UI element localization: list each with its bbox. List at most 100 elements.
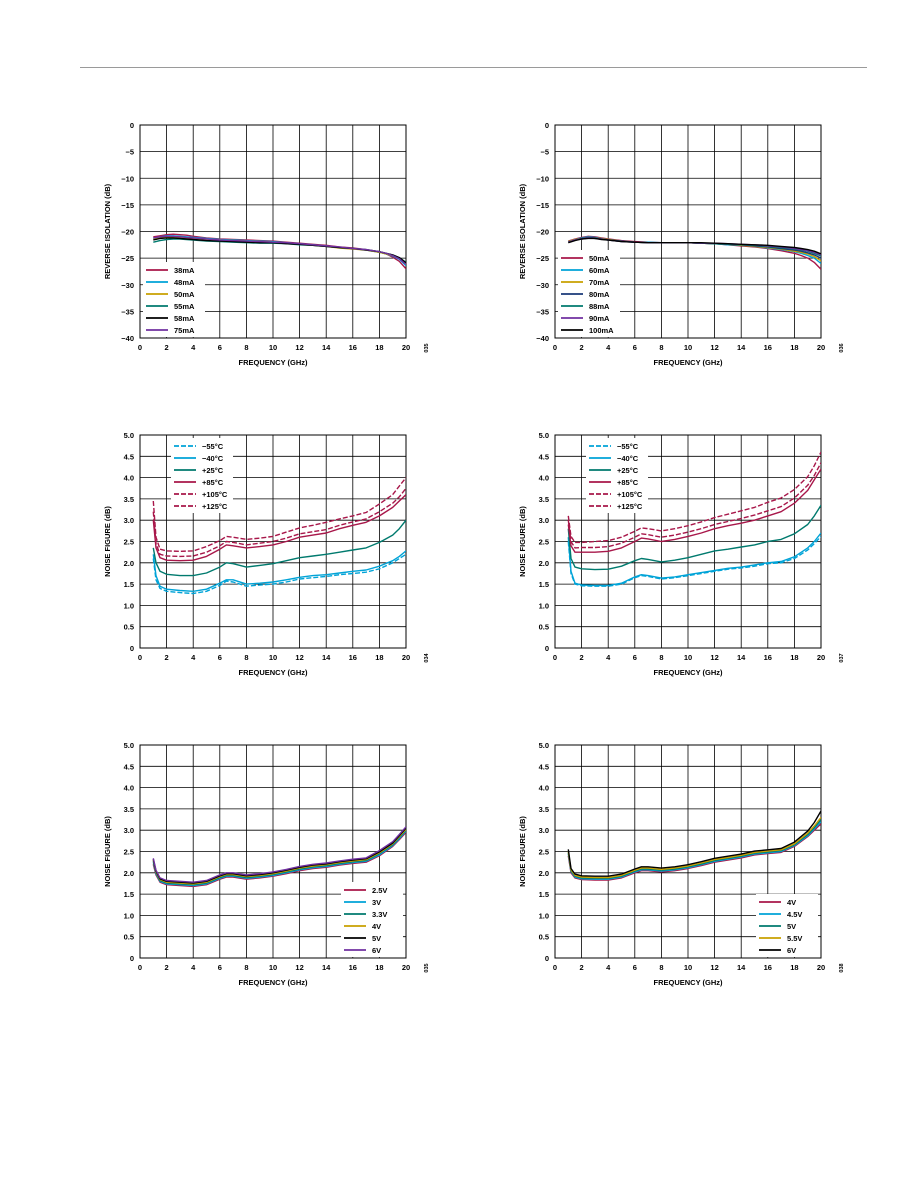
y-tick-label: 2.5 [539, 538, 549, 547]
figure-side-label: 037 [839, 653, 845, 662]
x-tick-label: 20 [402, 963, 410, 972]
y-tick-label: 0 [545, 954, 549, 963]
plot-frame [139, 744, 407, 959]
legend: −55°C −40°C +25°C +85°C +105°C +125°C [586, 438, 648, 513]
series-line [152, 831, 406, 888]
y-axis-label: NOISE FIGURE (dB) [103, 816, 112, 887]
series-line [152, 553, 406, 595]
legend-label: +105°C [617, 490, 643, 499]
legend-label: 70mA [589, 278, 610, 287]
x-tick-label: 2 [580, 653, 584, 662]
series-line [567, 504, 821, 571]
x-axis-label: FREQUENCY (GHz) [653, 978, 723, 987]
legend-label: 88mA [589, 302, 610, 311]
y-tick-label: 3.0 [124, 516, 134, 525]
legend-label: 90mA [589, 314, 610, 323]
y-tick-label: 1.0 [539, 601, 549, 610]
figure-side-label: 038 [839, 963, 845, 972]
x-tick-label: 8 [659, 963, 663, 972]
y-axis-label: REVERSE ISOLATION (dB) [103, 183, 112, 279]
x-tick-label: 4 [606, 963, 611, 972]
series-line [567, 819, 821, 880]
legend-label: 3.3V [372, 910, 387, 919]
legend: 4V 4.5V 5V 5.5V 6V [756, 894, 818, 957]
legend-label: 80mA [589, 290, 610, 299]
x-axis-label: FREQUENCY (GHz) [653, 358, 723, 367]
y-tick-label: 0.5 [124, 933, 134, 942]
legend-label: 48mA [174, 278, 195, 287]
series-group [153, 233, 406, 270]
x-tick-label: 2 [580, 343, 584, 352]
y-tick-label: 1.0 [124, 911, 134, 920]
y-tick-label: 3.5 [124, 805, 134, 814]
x-tick-label: 6 [633, 963, 637, 972]
legend-label: +125°C [202, 502, 228, 511]
y-tick-label: 4.5 [539, 452, 549, 461]
x-tick-label: 14 [322, 653, 331, 662]
x-tick-label: 16 [349, 963, 357, 972]
x-tick-label: 8 [659, 343, 663, 352]
x-tick-label: 6 [218, 963, 222, 972]
legend-label: 50mA [174, 290, 195, 299]
y-tick-label: 4.5 [539, 762, 549, 771]
y-tick-label: 4.0 [539, 784, 549, 793]
x-tick-label: 0 [553, 653, 557, 662]
x-axis-label: FREQUENCY (GHz) [238, 358, 308, 367]
series-group [568, 235, 821, 270]
x-tick-label: 2 [165, 963, 169, 972]
y-axis-label: NOISE FIGURE (dB) [103, 506, 112, 577]
y-tick-label: 3.5 [539, 495, 549, 504]
legend-box [171, 438, 233, 513]
y-tick-label: −15 [536, 201, 549, 210]
x-tick-label: 12 [710, 343, 718, 352]
plot-frame [554, 124, 822, 339]
y-tick-label: 3.0 [124, 826, 134, 835]
series-line [567, 468, 821, 553]
y-tick-label: 5.0 [539, 431, 549, 440]
x-tick-label: 14 [737, 653, 746, 662]
x-tick-label: 16 [764, 963, 772, 972]
chart-noise-figure-voltage-b: 0 2 4 6 8 10 12 14 16 18 20 0 0.5 1.0 1.5 2.0 2.5 3.0 3.5 4… [518, 741, 845, 987]
x-tick-label: 18 [375, 653, 383, 662]
y-tick-label: 2.0 [124, 869, 134, 878]
series-line [152, 550, 406, 593]
legend: 38mA 48mA 50mA 55mA 58mA 75mA [143, 262, 205, 337]
legend-label: 6V [787, 946, 796, 955]
y-tick-label: 0 [545, 644, 549, 653]
legend-label: 100mA [589, 326, 614, 335]
x-tick-label: 12 [710, 653, 718, 662]
x-tick-label: 4 [606, 653, 611, 662]
y-tick-label: 3.0 [539, 826, 549, 835]
y-tick-label: 3.5 [539, 805, 549, 814]
series-line [152, 494, 406, 562]
legend-label: 50mA [589, 254, 610, 263]
x-tick-label: 0 [138, 653, 142, 662]
y-axis-label: NOISE FIGURE (dB) [518, 816, 527, 887]
y-tick-label: 2.5 [539, 848, 549, 857]
legend-label: 58mA [174, 314, 195, 323]
series-line [567, 810, 821, 877]
legend-label: 5.5V [787, 934, 802, 943]
plot-frame [139, 434, 407, 649]
chart-noise-figure-temperature-a: 0 2 4 6 8 10 12 14 16 18 20 0 0.5 1.0 1.5 2.0 2.5 3.0 3.5 4… [103, 431, 430, 677]
figure-side-label: 035 [424, 343, 430, 352]
y-tick-label: 2.0 [539, 559, 549, 568]
y-tick-label: 1.5 [539, 580, 549, 589]
x-tick-label: 14 [322, 963, 331, 972]
legend-label: 2.5V [372, 886, 387, 895]
x-tick-label: 10 [684, 653, 692, 662]
series-line [567, 462, 821, 549]
x-tick-label: 10 [684, 343, 692, 352]
y-tick-label: 0 [545, 121, 549, 130]
series-group [152, 826, 406, 888]
x-tick-label: 6 [218, 653, 222, 662]
y-tick-label: 3.0 [539, 516, 549, 525]
y-tick-label: 0 [130, 644, 134, 653]
y-tick-label: 4.5 [124, 762, 134, 771]
legend-box [341, 882, 403, 957]
x-tick-label: 0 [138, 963, 142, 972]
x-tick-label: 18 [790, 653, 798, 662]
y-tick-label: 4.0 [539, 474, 549, 483]
y-tick-label: −5 [540, 148, 549, 157]
x-tick-label: 8 [244, 963, 248, 972]
